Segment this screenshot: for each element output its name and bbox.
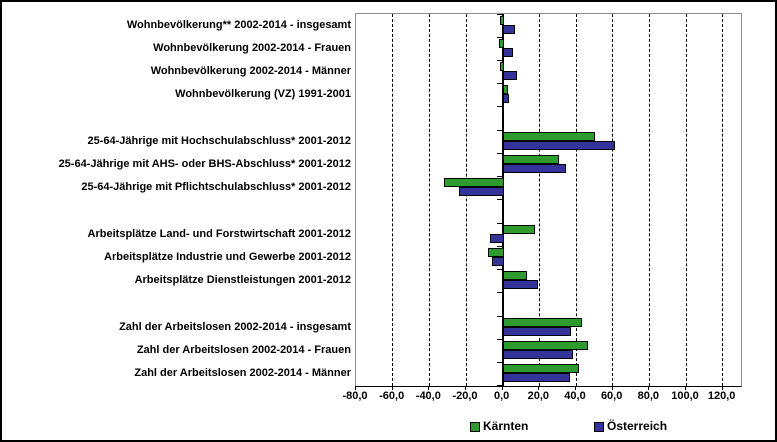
gridline — [465, 14, 467, 386]
bar-kaernten — [444, 178, 504, 187]
bar-oesterreich — [489, 234, 504, 243]
category-axis-tick — [496, 60, 502, 61]
category-axis-tick — [496, 106, 502, 107]
x-tick-label: 100,0 — [671, 390, 699, 402]
category-label: Wohnbevölkerung (VZ) 1991-2001 — [175, 87, 351, 100]
x-axis-tick — [391, 386, 393, 390]
bar-oesterreich — [491, 257, 504, 266]
bar-kaernten — [502, 85, 509, 94]
x-axis-tick — [575, 386, 576, 390]
category-axis-tick — [496, 83, 502, 84]
category-axis-tick — [496, 246, 502, 247]
category-label: 25-64-Jährige mit Hochschulabschluss* 20… — [87, 134, 351, 147]
x-tick-label: 20,0 — [527, 390, 550, 402]
plot-area — [355, 13, 742, 387]
category-axis-tick — [496, 14, 502, 15]
x-tick-label: 40,0 — [564, 390, 586, 402]
gridline — [538, 14, 540, 386]
category-axis-tick — [496, 153, 502, 154]
category-axis-tick — [496, 316, 502, 317]
category-label: Arbeitsplätze Land- und Forstwirtschaft … — [87, 227, 351, 240]
gridline — [575, 14, 577, 386]
category-axis-tick — [496, 292, 502, 293]
legend-label: Österreich — [607, 419, 668, 433]
bar-oesterreich — [502, 71, 518, 80]
category-label: Wohnbevölkerung 2002-2014 - Frauen — [153, 41, 351, 54]
category-label: Wohnbevölkerung** 2002-2014 - insgesamt — [126, 18, 351, 31]
category-axis-tick — [496, 130, 502, 131]
category-axis-tick — [496, 339, 502, 340]
x-axis-tick — [685, 386, 686, 390]
zero-axis-line — [501, 14, 504, 386]
x-tick-label: 60,0 — [600, 390, 623, 402]
category-label: Arbeitsplätze Dienstleistungen 2001-2012 — [134, 273, 351, 286]
category-label: 25-64-Jährige mit Pflichtschulabschluss*… — [81, 180, 351, 193]
x-tick-label: -60,0 — [379, 390, 405, 402]
category-label: Zahl der Arbeitslosen 2002-2014 - Frauen — [136, 343, 351, 356]
bar-oesterreich — [502, 25, 515, 34]
category-axis-tick — [496, 223, 502, 224]
x-tick-label: -40,0 — [415, 390, 441, 402]
category-axis-tick — [496, 37, 502, 38]
x-axis-tick — [465, 386, 466, 390]
category-axis-labels: Wohnbevölkerung** 2002-2014 - insgesamt W… — [2, 13, 351, 385]
legend-label: Kärnten — [483, 419, 529, 433]
bar-kaernten — [502, 155, 559, 164]
x-tick-label: -20,0 — [452, 390, 478, 402]
x-tick-label: 80,0 — [637, 390, 660, 402]
category-axis-tick — [496, 199, 502, 200]
x-tick-label: 0,0 — [494, 390, 510, 402]
legend-item-oesterreich: Österreich — [594, 420, 667, 433]
bar-kaernten — [488, 248, 504, 257]
bar-oesterreich — [502, 327, 572, 336]
x-axis-tick — [538, 386, 540, 390]
bar-oesterreich — [502, 373, 570, 382]
bar-oesterreich — [458, 187, 504, 196]
x-axis-tick — [721, 386, 723, 390]
gridline — [648, 14, 650, 386]
x-axis-tick — [355, 386, 356, 390]
category-axis-tick — [496, 176, 502, 177]
bar-oesterreich — [502, 48, 513, 57]
gridline — [685, 14, 687, 386]
bar-kaernten — [502, 318, 583, 327]
x-tick-label: -80,0 — [342, 390, 368, 402]
bar-oesterreich — [502, 280, 539, 289]
x-tick-label: 120,0 — [707, 390, 736, 402]
bar-kaernten — [502, 225, 535, 234]
gridline — [392, 14, 394, 386]
bar-oesterreich — [502, 350, 574, 359]
legend-item-kaernten: Kärnten — [470, 420, 528, 433]
category-label: Arbeitsplätze Industrie und Gewerbe 2001… — [104, 250, 351, 263]
bar-kaernten — [502, 364, 579, 373]
legend-swatch-icon — [594, 421, 604, 432]
bar-kaernten — [499, 62, 504, 71]
bar-kaernten — [499, 16, 504, 25]
category-label: 25-64-Jährige mit AHS- oder BHS-Abschlus… — [58, 157, 351, 170]
bar-oesterreich — [502, 94, 510, 103]
bar-kaernten — [502, 341, 588, 350]
legend: Kärnten Österreich — [2, 420, 775, 436]
category-axis-tick — [496, 362, 502, 363]
x-axis-tick — [611, 386, 613, 390]
category-axis-tick — [496, 269, 502, 270]
bar-oesterreich — [502, 164, 566, 173]
bar-kaernten — [502, 132, 596, 141]
bar-oesterreich — [502, 141, 616, 150]
gridline — [722, 14, 724, 386]
gridline — [428, 14, 430, 386]
x-axis-tick — [648, 386, 650, 390]
bar-kaernten — [502, 271, 528, 280]
category-label: Zahl der Arbeitslosen 2002-2014 - Männer — [134, 366, 351, 379]
legend-swatch-icon — [470, 421, 480, 432]
category-axis-tick — [496, 385, 502, 386]
category-label: Zahl der Arbeitslosen 2002-2014 - insges… — [119, 320, 351, 333]
bar-kaernten — [499, 39, 504, 48]
x-axis-tick — [501, 386, 503, 390]
gridline — [612, 14, 614, 386]
category-label: Wohnbevölkerung 2002-2014 - Männer — [150, 64, 351, 77]
x-axis-tick — [428, 386, 430, 390]
